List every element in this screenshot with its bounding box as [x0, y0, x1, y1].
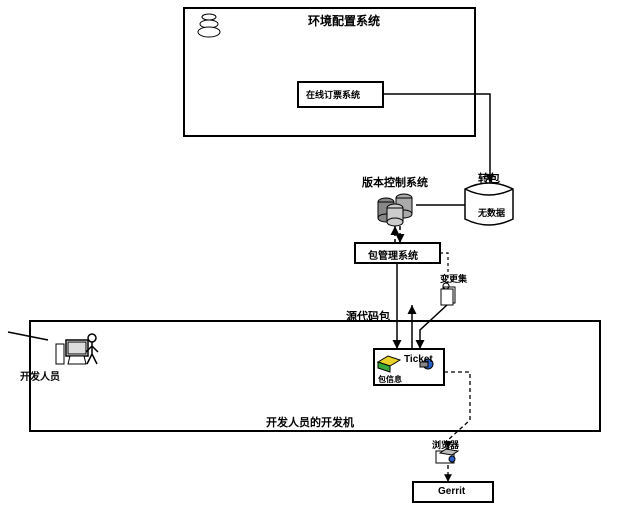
source-pkg-label: 源代码包 — [346, 308, 390, 324]
dev-machine-title: 开发人员的开发机 — [266, 414, 354, 430]
edge-dev-external — [8, 332, 48, 340]
online-ticket-label: 在线订票系统 — [306, 88, 360, 101]
browser-icon — [436, 449, 458, 463]
transfer-label: 转包 — [478, 170, 500, 186]
version-control-label: 版本控制系统 — [362, 174, 428, 190]
developer-label: 开发人员 — [20, 368, 60, 383]
pkg-mgmt-label: 包管理系统 — [368, 247, 418, 262]
env-system-title: 环境配置系统 — [308, 12, 380, 29]
browser-label: 浏览器 — [432, 438, 459, 451]
ticket-sub-label: 包信息 — [378, 374, 402, 385]
edge-changeset-to-ticket — [420, 305, 447, 349]
version-control-icon — [378, 194, 412, 226]
gerrit-label: Gerrit — [438, 486, 465, 497]
transfer-sub-label: 无数据 — [478, 206, 505, 219]
ticket-label: Ticket — [404, 354, 433, 365]
changeset-label: 变更集 — [440, 272, 467, 285]
developer-icon — [56, 334, 98, 364]
changeset-icon — [441, 283, 455, 305]
